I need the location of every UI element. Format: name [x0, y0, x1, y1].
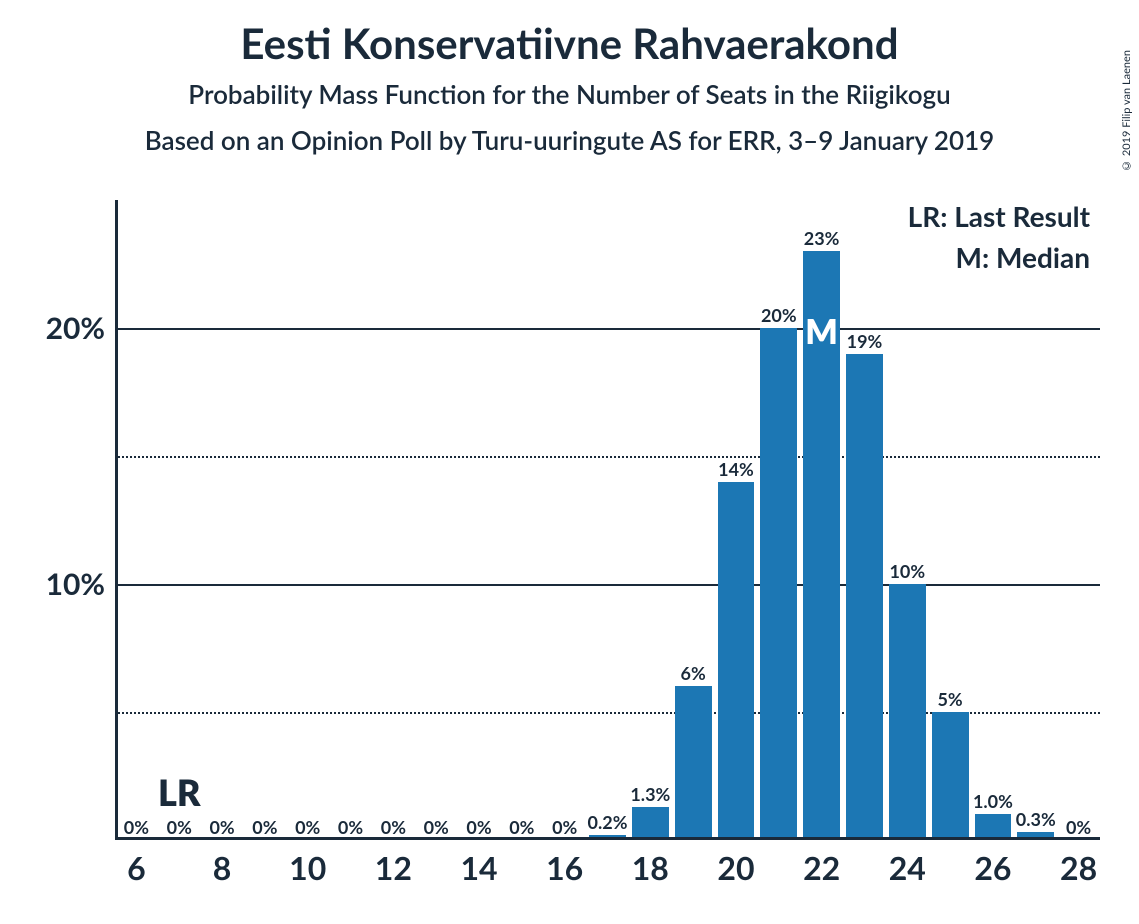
x-tick-label: 18 — [632, 848, 669, 887]
legend-m: M: Median — [908, 237, 1090, 278]
bar-value-label: 19% — [847, 330, 883, 352]
bar-value-label: 0% — [167, 816, 192, 838]
x-tick-label: 26 — [974, 848, 1011, 887]
bar-value-label: 0.3% — [1016, 808, 1056, 830]
chart-source: Based on an Opinion Poll by Turu-uuringu… — [0, 124, 1139, 156]
bar — [760, 328, 797, 837]
chart-legend: LR: Last Result M: Median — [908, 196, 1090, 277]
x-tick-label: 6 — [127, 848, 146, 887]
gridline-minor — [115, 456, 1100, 458]
bar-value-label: 0% — [209, 816, 234, 838]
x-tick-label: 20 — [717, 848, 754, 887]
bar-value-label: 1.0% — [973, 790, 1013, 812]
legend-lr: LR: Last Result — [908, 196, 1090, 237]
chart-plot-area: LR: Last Result M: Median 10%20%68101214… — [115, 200, 1100, 840]
bar-value-label: 0% — [552, 816, 577, 838]
chart-subtitle: Probability Mass Function for the Number… — [0, 78, 1139, 110]
bar-value-label: 5% — [937, 688, 962, 710]
gridline-major — [115, 584, 1100, 586]
bar — [675, 686, 712, 837]
chart-title: Eesti Konservatiivne Rahvaerakond — [0, 18, 1139, 68]
lr-marker: LR — [158, 770, 201, 814]
bar — [1017, 832, 1054, 837]
chart-titles: Eesti Konservatiivne Rahvaerakond Probab… — [0, 0, 1139, 156]
bar-value-label: 0% — [295, 816, 320, 838]
bar — [632, 807, 669, 837]
bar — [975, 814, 1012, 837]
copyright-text: © 2019 Filip van Laenen — [1120, 50, 1133, 172]
x-tick-label: 16 — [546, 848, 583, 887]
bar-value-label: 6% — [681, 662, 706, 684]
x-tick-label: 24 — [889, 848, 926, 887]
bar-value-label: 0% — [252, 816, 277, 838]
x-tick-label: 10 — [289, 848, 326, 887]
bar-value-label: 10% — [889, 560, 925, 582]
bar-value-label: 0% — [1066, 816, 1091, 838]
x-tick-label: 28 — [1060, 848, 1097, 887]
x-tick-label: 8 — [213, 848, 232, 887]
bar — [718, 482, 755, 837]
y-axis-line — [115, 200, 118, 840]
bar-value-label: 1.3% — [630, 783, 670, 805]
bar — [846, 354, 883, 837]
bar-value-label: 0% — [509, 816, 534, 838]
x-tick-label: 14 — [460, 848, 497, 887]
bar-value-label: 0% — [338, 816, 363, 838]
y-tick-label: 20% — [15, 310, 105, 346]
x-tick-label: 22 — [803, 848, 840, 887]
bar — [889, 584, 926, 837]
bar — [589, 835, 626, 837]
bar-value-label: 0% — [466, 816, 491, 838]
bar-value-label: 0% — [124, 816, 149, 838]
bar-value-label: 0% — [381, 816, 406, 838]
x-tick-label: 12 — [375, 848, 412, 887]
median-marker: M — [805, 311, 838, 352]
bar — [932, 712, 969, 837]
bar-value-label: 0% — [424, 816, 449, 838]
bar-value-label: 20% — [761, 304, 797, 326]
bar-value-label: 0.2% — [588, 811, 628, 833]
bar-value-label: 14% — [718, 458, 754, 480]
bar-value-label: 23% — [804, 227, 840, 249]
gridline-major — [115, 328, 1100, 330]
y-tick-label: 10% — [15, 566, 105, 602]
